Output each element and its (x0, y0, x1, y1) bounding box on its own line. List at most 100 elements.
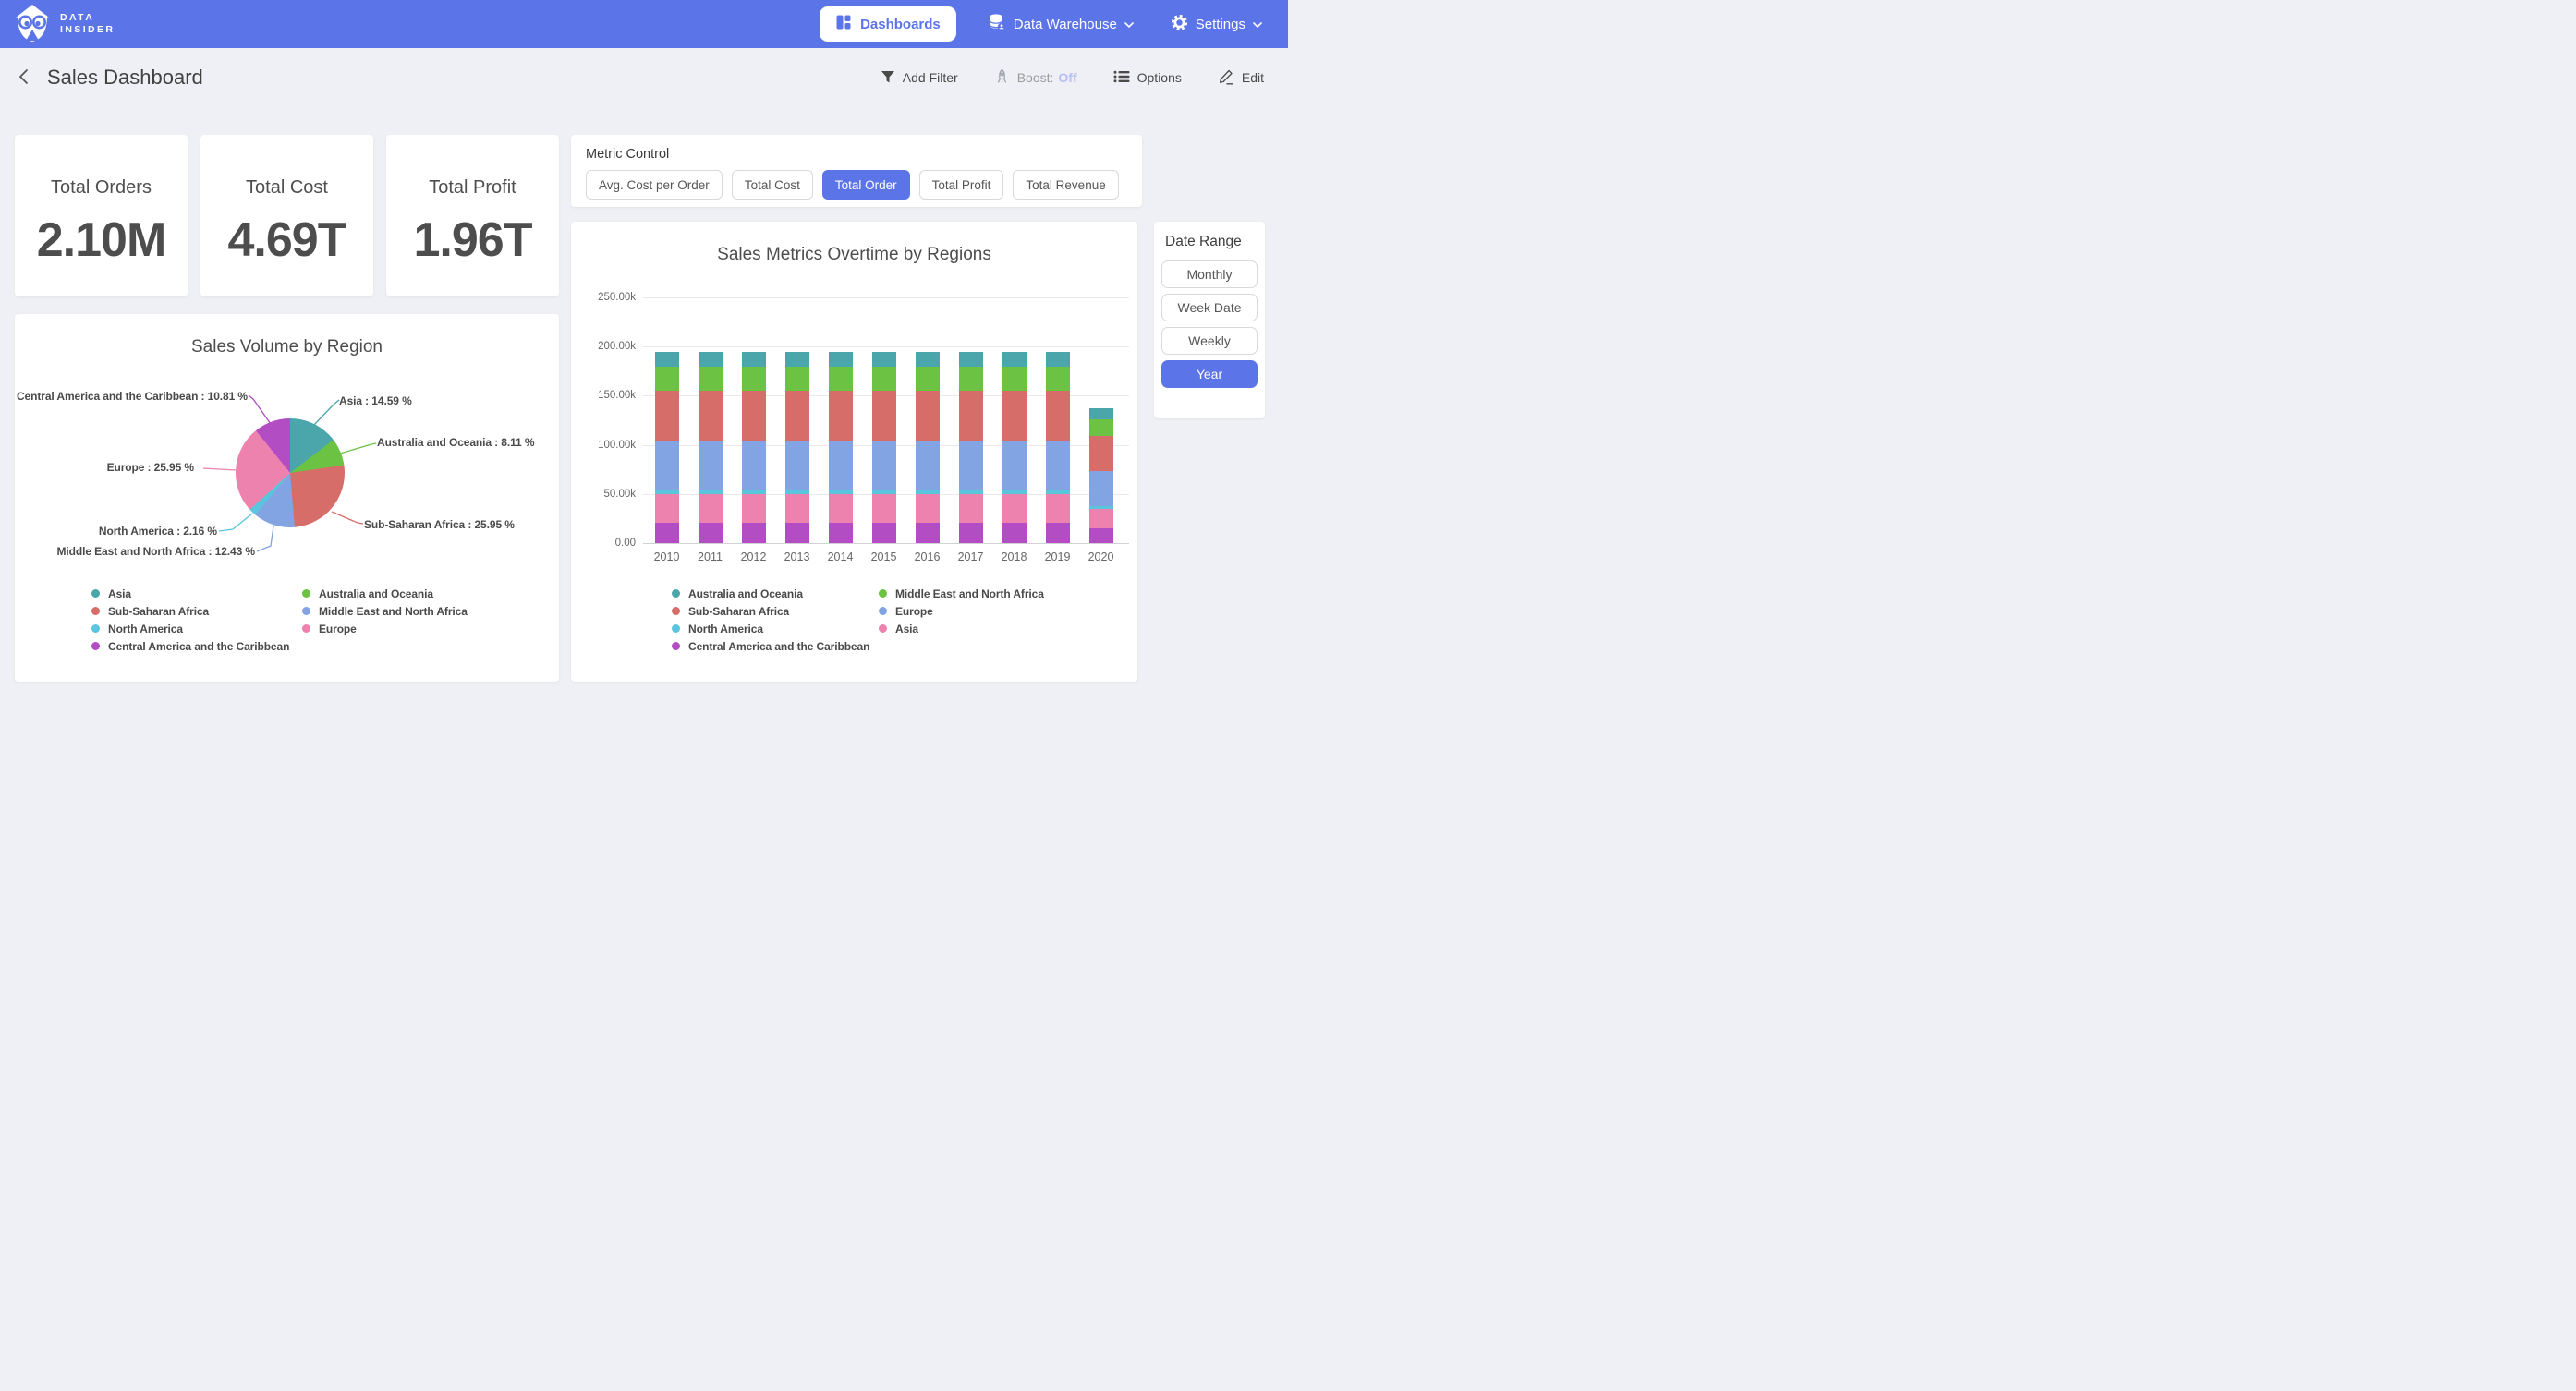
legend-label: Europe (895, 604, 933, 618)
bar-segment-australia-and-oceania (741, 351, 766, 368)
dashboards-grid-icon (835, 14, 852, 34)
legend-label: Sub-Saharan Africa (108, 604, 210, 618)
pie-callout-asia: Asia : 14.59 % (339, 394, 412, 407)
date-range-button-year[interactable]: Year (1161, 360, 1258, 388)
bar-2020 (1088, 297, 1113, 543)
date-range-button-week-date[interactable]: Week Date (1161, 294, 1258, 321)
chevron-left-icon (17, 68, 31, 88)
kpi-card-total-cost: Total Cost 4.69T (200, 135, 373, 296)
bar-segment-europe (871, 441, 896, 490)
bar-segment-asia (1002, 494, 1027, 523)
x-axis-label: 2017 (957, 550, 984, 563)
nav-settings-button[interactable]: Settings (1165, 13, 1268, 36)
legend-item-europe: Europe (302, 620, 468, 637)
bar-segment-europe (698, 441, 723, 490)
bar-segment-australia-and-oceania (1088, 408, 1113, 419)
bar-segment-central-america-and-the-caribbean (784, 522, 809, 543)
dashboard-canvas: DATA INSIDER Dashboards (0, 0, 1288, 696)
bar-segment-sub-saharan-africa (698, 391, 723, 441)
legend-label: North America (108, 622, 183, 635)
bar-segment-north-america (1088, 505, 1113, 509)
bar-segment-sub-saharan-africa (1002, 391, 1027, 441)
bar-2017 (958, 297, 983, 543)
legend-dot (672, 589, 680, 598)
pie-connector-australia-and-oceania (339, 442, 377, 454)
bar-segment-australia-and-oceania (654, 351, 679, 368)
bar-segment-north-america (828, 490, 853, 495)
y-axis-tick: 150.00k (598, 390, 636, 402)
pie-chart-title: Sales Volume by Region (190, 337, 383, 357)
rocket-icon (994, 68, 1010, 88)
bar-segment-sub-saharan-africa (915, 391, 940, 441)
x-axis-label: 2019 (1044, 550, 1071, 563)
boost-label: Boost: (1016, 70, 1054, 85)
bar-segment-asia (1088, 509, 1113, 529)
bar-segment-europe (1045, 441, 1070, 490)
page-header: Sales Dashboard Add Filter Boost: Off (0, 48, 1288, 107)
metric-button-total-revenue[interactable]: Total Revenue (1013, 170, 1119, 200)
legend-label: Middle East and North Africa (895, 587, 1044, 600)
legend-dot (302, 607, 310, 615)
legend-dot (302, 589, 310, 598)
brand[interactable]: DATA INSIDER (13, 3, 115, 46)
bar-segment-asia (1045, 494, 1070, 523)
legend-label: Central America and the Caribbean (688, 639, 870, 653)
bar-segment-north-america (915, 490, 940, 495)
date-range-button-weekly[interactable]: Weekly (1161, 327, 1258, 355)
bar-segment-europe (654, 441, 679, 490)
page-title: Sales Dashboard (47, 66, 203, 89)
navbar-menu: Dashboards Data Warehouse (820, 6, 1268, 42)
back-button[interactable] (17, 68, 31, 88)
bar-segment-north-america (698, 490, 723, 495)
legend-dot (91, 624, 100, 633)
pencil-icon (1218, 68, 1234, 88)
bar-segment-europe (915, 441, 940, 490)
nav-dashboards-button[interactable]: Dashboards (820, 6, 956, 42)
bar-segment-asia (784, 494, 809, 523)
bar-segment-sub-saharan-africa (654, 391, 679, 441)
metric-button-total-profit[interactable]: Total Profit (918, 170, 1004, 200)
pie-connector-asia (312, 399, 340, 427)
bar-segment-europe (828, 441, 853, 490)
legend-item-europe: Europe (879, 602, 1044, 620)
kpi-card-total-orders: Total Orders 2.10M (15, 135, 188, 296)
bar-segment-sub-saharan-africa (741, 391, 766, 441)
pie-callout-middle-east-and-north-africa: Middle East and North Africa : 12.43 % (56, 545, 256, 558)
metric-button-total-order[interactable]: Total Order (821, 170, 910, 200)
legend-dot (672, 642, 680, 650)
bar-segment-north-america (741, 490, 766, 495)
edit-button[interactable]: Edit (1212, 67, 1270, 89)
y-axis-tick: 250.00k (598, 292, 636, 303)
kpi-value: 2.10M (36, 213, 167, 267)
bar-segment-europe (784, 441, 809, 490)
pie-chart-card: Sales Volume by Region Asia : 14.59 % Aus… (15, 314, 559, 682)
bar-segment-australia-and-oceania (915, 351, 940, 368)
x-axis-label: 2016 (914, 550, 941, 563)
kpi-value: 1.96T (413, 213, 533, 267)
bar-segment-central-america-and-the-caribbean (1002, 522, 1027, 543)
legend-dot (879, 589, 887, 598)
legend-item-sub-saharan-africa: Sub-Saharan Africa (672, 602, 869, 620)
bar-segment-central-america-and-the-caribbean (1045, 522, 1070, 543)
bar-chart-card: Sales Metrics Overtime by Regions 250.00… (571, 222, 1137, 682)
legend-item-middle-east-and-north-africa: Middle East and North Africa (879, 585, 1044, 602)
bar-segment-australia-and-oceania (1045, 351, 1070, 368)
bar-segment-middle-east-and-north-africa (1002, 367, 1027, 392)
legend-dot (91, 589, 100, 598)
options-button[interactable]: Options (1108, 69, 1187, 87)
bar-segment-australia-and-oceania (1002, 351, 1027, 368)
metric-button-total-cost[interactable]: Total Cost (731, 170, 813, 200)
legend-item-asia: Asia (879, 620, 1044, 637)
nav-data-warehouse-button[interactable]: Data Warehouse (982, 12, 1139, 36)
boost-toggle[interactable]: Boost: Off (989, 67, 1083, 89)
metric-button-avg-cost-per-order[interactable]: Avg. Cost per Order (586, 170, 723, 200)
pie-callout-central-america-and-the-caribbean: Central America and the Caribbean : 10.8… (16, 390, 248, 403)
bar-segment-europe (741, 441, 766, 490)
date-range-button-monthly[interactable]: Monthly (1161, 260, 1258, 288)
legend-dot (879, 607, 887, 615)
y-axis-tick: 50.00k (603, 488, 636, 500)
legend-item-australia-and-oceania: Australia and Oceania (672, 585, 869, 602)
bar-2013 (784, 297, 809, 543)
add-filter-button[interactable]: Add Filter (875, 68, 964, 88)
bar-segment-sub-saharan-africa (828, 391, 853, 441)
